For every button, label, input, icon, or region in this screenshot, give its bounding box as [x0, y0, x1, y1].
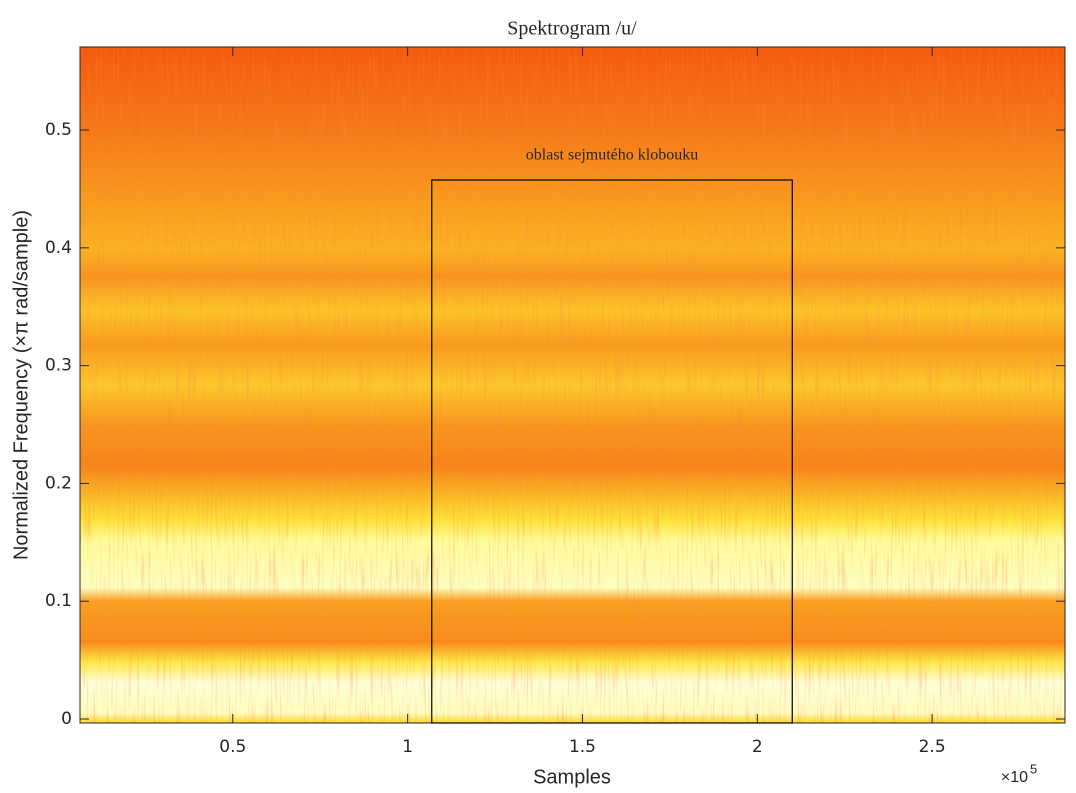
spectrogram-texture — [80, 47, 1065, 723]
region-box — [431, 179, 793, 724]
y-tick-label: 0 — [61, 709, 72, 729]
x-multiplier: ×10 — [1001, 769, 1028, 786]
region-label: oblast sejmutého klobouku — [526, 147, 698, 164]
x-tick-label: 2 — [752, 737, 763, 757]
y-tick-label: 0.1 — [45, 591, 72, 611]
y-tick-label: 0.4 — [45, 238, 72, 258]
y-tick-label: 0.2 — [45, 473, 72, 493]
x-tick-label: 2.5 — [919, 737, 946, 757]
plot-area — [79, 46, 1066, 724]
x-axis-label: Samples — [533, 766, 611, 788]
x-tick-label: 1 — [402, 737, 413, 757]
chart-title: Spektrogram /u/ — [507, 18, 637, 40]
x-tick-label: 0.5 — [219, 737, 246, 757]
y-tick-label: 0.3 — [45, 356, 72, 376]
y-axis-label: Normalized Frequency (×π rad/sample) — [10, 210, 32, 560]
y-tick-label: 0.5 — [45, 120, 72, 140]
x-exponent: 5 — [1030, 761, 1037, 776]
x-tick-label: 1.5 — [569, 737, 596, 757]
